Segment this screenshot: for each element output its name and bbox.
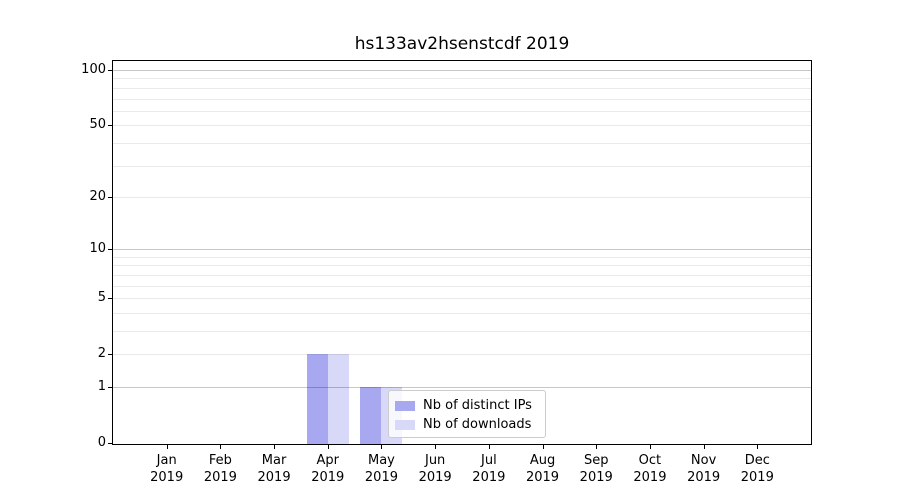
y-tick-50 [108,125,112,127]
y-tick-label-100: 100 [81,62,106,78]
legend-row-downloads: Nb of downloads [395,416,539,433]
legend-label-downloads: Nb of downloads [423,417,532,432]
x-tick-mar [274,445,276,449]
y-tick-label-2: 2 [97,346,106,362]
gridline-minor-80 [113,87,811,89]
gridline-minor-2 [113,354,811,356]
x-tick-label-mar: Mar 2019 [257,453,291,485]
x-tick-jan [166,445,168,449]
bar-distinct-ips-may [360,386,382,444]
x-tick-may [381,445,383,449]
x-tick-label-aug: Aug 2019 [525,453,560,485]
gridline-major-10 [113,249,811,251]
x-tick-label-jun: Jun 2019 [418,453,452,485]
gridline-minor-70 [113,98,811,100]
gridline-minor-9 [113,256,811,258]
y-tick-label-1: 1 [97,378,106,394]
legend-swatch-downloads [395,419,415,430]
y-tick-label-0: 0 [97,435,106,450]
x-tick-label-apr: Apr 2019 [311,453,345,485]
x-tick-oct [649,445,651,449]
x-tick-label-may: May 2019 [364,453,398,485]
x-tick-nov [703,445,705,449]
gridline-minor-40 [113,142,811,144]
y-tick-5 [108,298,112,300]
x-tick-dec [757,445,759,449]
x-tick-jul [488,445,490,449]
gridline-minor-4 [113,312,811,314]
legend-row-distinct-ips: Nb of distinct IPs [395,397,539,414]
x-tick-label-feb: Feb 2019 [203,453,237,485]
gridline-minor-3 [113,330,811,332]
x-tick-apr [327,445,329,449]
x-tick-jun [435,445,437,449]
x-tick-label-dec: Dec 2019 [740,453,774,485]
gridline-minor-90 [113,78,811,80]
y-tick-0 [108,443,112,444]
legend-swatch-distinct-ips [395,400,415,411]
y-tick-label-20: 20 [89,188,106,204]
y-tick-20 [108,196,112,198]
y-tick-100 [108,70,112,72]
y-tick-label-5: 5 [97,290,106,306]
y-tick-10 [108,249,112,251]
x-tick-label-sep: Sep 2019 [579,453,613,485]
bar-distinct-ips-apr [306,354,328,444]
x-tick-sep [596,445,598,449]
gridline-minor-6 [113,285,811,287]
x-tick-label-nov: Nov 2019 [687,453,721,485]
gridline-minor-7 [113,274,811,276]
y-tick-label-10: 10 [89,241,106,257]
x-tick-feb [220,445,222,449]
y-tick-2 [108,354,112,356]
gridline-minor-20 [113,196,811,198]
gridline-minor-60 [113,110,811,112]
legend: Nb of distinct IPs Nb of downloads [388,390,546,438]
bar-downloads-apr [327,354,349,444]
y-tick-1 [108,386,112,388]
gridline-minor-8 [113,265,811,267]
x-tick-aug [542,445,544,449]
gridline-minor-30 [113,165,811,167]
gridline-major-100 [113,70,811,72]
gridline-minor-50 [113,125,811,127]
y-tick-label-50: 50 [89,117,106,133]
legend-label-distinct-ips: Nb of distinct IPs [423,398,532,413]
gridline-major-1 [113,386,811,388]
x-tick-label-oct: Oct 2019 [633,453,667,485]
x-tick-label-jul: Jul 2019 [472,453,506,485]
chart-title: hs133av2hsenstcdf 2019 [354,34,570,54]
gridline-minor-5 [113,298,811,300]
x-tick-label-jan: Jan 2019 [150,453,184,485]
